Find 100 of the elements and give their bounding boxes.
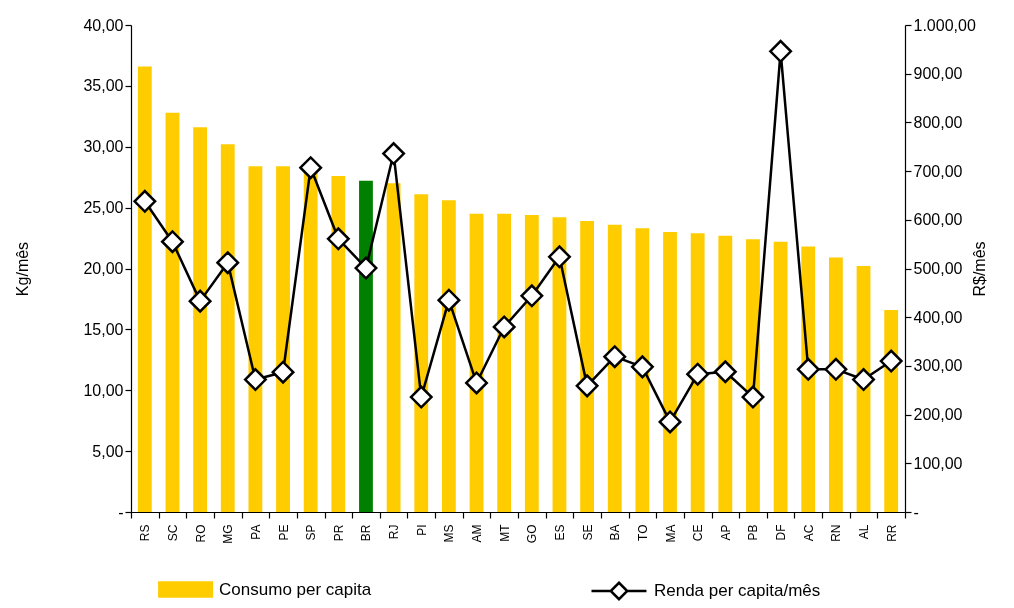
bar (137, 66, 152, 512)
y2-tick-label: 400,00 (913, 308, 963, 326)
x-tick-label: DF (774, 524, 789, 541)
x-tick-label: ES (552, 524, 567, 541)
point (630, 355, 654, 379)
x-tick-label: BA (608, 524, 623, 541)
point (686, 362, 710, 386)
bar (441, 200, 456, 512)
x-tick-label: AM (470, 524, 485, 543)
y2-tick-label: 600,00 (913, 211, 963, 229)
bar (884, 309, 899, 512)
x-tick-label: PA (248, 524, 263, 540)
bar (220, 144, 235, 512)
bar (580, 221, 595, 512)
x-tick-label: AL (857, 524, 872, 540)
x-tick-label: RS (138, 524, 153, 542)
point (852, 368, 876, 392)
legend-label: Consumo per capita (219, 579, 372, 599)
x-tick-label: RR (884, 524, 899, 542)
point (216, 251, 240, 275)
point (299, 156, 323, 180)
bar (386, 183, 401, 512)
x-tick-label: AP (718, 524, 733, 541)
point (271, 360, 295, 384)
point (326, 227, 350, 251)
x-tick-label: SC (165, 524, 180, 542)
bar (303, 171, 318, 512)
x-tick-label: AC (801, 524, 816, 542)
y-tick-label: 35,00 (83, 77, 124, 95)
y2-axis-title: R$/mês (970, 241, 988, 297)
x-tick-label: TO (635, 524, 650, 541)
x-tick-label: PE (276, 524, 291, 541)
bar (359, 180, 373, 512)
point (824, 357, 848, 381)
bar (635, 228, 650, 512)
y2-tick-label: 200,00 (913, 406, 963, 424)
point (133, 189, 157, 213)
x-tick-label: MT (497, 523, 512, 542)
point (769, 39, 793, 63)
point (520, 284, 544, 308)
bar (773, 241, 788, 512)
point (575, 374, 599, 398)
point (160, 230, 184, 254)
y2-tick-label: 700,00 (913, 162, 963, 180)
y-tick-label: 5,00 (92, 442, 124, 460)
bar (607, 224, 622, 512)
point (354, 256, 378, 280)
y2-tick-label: 500,00 (913, 260, 963, 277)
point (243, 368, 267, 392)
y2-tick-label: 900,00 (913, 65, 963, 83)
y2-tick-label: 1.000,00 (913, 16, 976, 34)
y-tick-label: - (118, 503, 124, 521)
point (492, 315, 516, 339)
point (547, 245, 571, 269)
x-tick-label: MG (221, 524, 236, 544)
y2-tick-label: 300,00 (913, 357, 963, 375)
y2-tick-label: - (913, 503, 919, 521)
x-tick-label: BR (359, 524, 374, 542)
bar (690, 233, 705, 512)
y-tick-label: 40,00 (83, 16, 124, 34)
y2-tick-label: 800,00 (913, 113, 963, 131)
x-tick-label: PB (746, 524, 761, 541)
y2-tick-label: 100,00 (913, 454, 963, 472)
y-tick-label: 25,00 (83, 199, 124, 217)
bar (276, 166, 290, 512)
y-axis-title: Kg/mês (14, 241, 32, 297)
point (879, 349, 903, 373)
point (603, 345, 627, 369)
y-tick-label: 10,00 (83, 381, 124, 399)
x-tick-label: RN (829, 524, 844, 542)
x-tick-label: MA (663, 524, 678, 543)
bar (663, 231, 677, 512)
bar (828, 257, 843, 512)
point (465, 371, 489, 395)
x-tick-label: RO (193, 524, 208, 543)
bar (331, 175, 346, 512)
bar (414, 194, 429, 512)
bar (497, 213, 512, 512)
bar (248, 166, 263, 512)
bar (718, 235, 733, 512)
x-tick-label: SP (304, 524, 319, 541)
y-tick-label: 30,00 (83, 138, 124, 156)
point (796, 357, 820, 381)
x-tick-label: PI (414, 524, 429, 536)
point (741, 385, 765, 409)
bar (193, 127, 208, 512)
x-tick-label: RJ (387, 524, 402, 540)
bar (524, 214, 539, 512)
y-tick-label: 20,00 (83, 260, 124, 277)
x-tick-label: GO (525, 524, 540, 544)
point (188, 289, 212, 313)
point (658, 410, 682, 434)
point (382, 142, 406, 166)
point (437, 288, 461, 312)
x-tick-label: MS (442, 524, 457, 543)
x-tick-label: CE (691, 524, 706, 542)
legend-label: Renda per capita/mês (653, 581, 821, 600)
x-tick-label: SE (580, 524, 595, 541)
point (713, 360, 737, 384)
point (409, 385, 433, 409)
